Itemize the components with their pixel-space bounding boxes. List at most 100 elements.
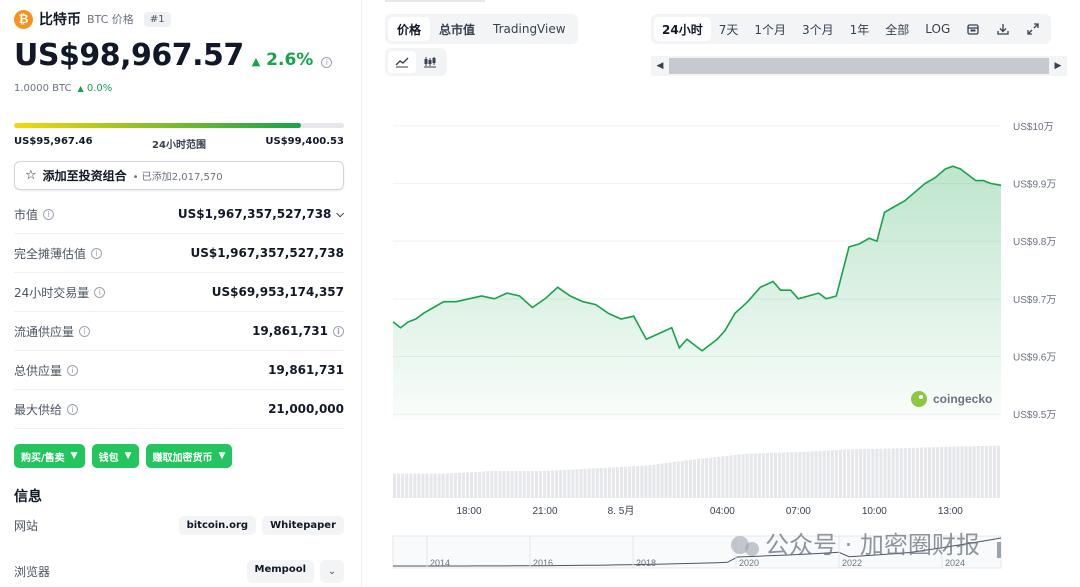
price-row: US$98,967.57 ▲ 2.6% i (14, 38, 333, 73)
volume-bar (717, 456, 721, 498)
expand-icon[interactable] (1018, 17, 1048, 41)
chevron-down-icon[interactable]: ⌵ (336, 208, 344, 220)
range-1y[interactable]: 1年 (849, 22, 870, 37)
range-all[interactable]: 全部 (885, 22, 910, 37)
volume-bar (445, 473, 449, 498)
range-bar-fill (14, 123, 302, 128)
volume-bar (636, 466, 640, 498)
chevron-down-icon: ▼ (218, 451, 226, 461)
volume-bar (749, 453, 753, 498)
volume-bar (551, 470, 555, 498)
y-tick-label: US$9.8万 (1013, 237, 1056, 248)
volume-bar (676, 461, 680, 498)
scroll-right-icon[interactable]: ▶ (1054, 61, 1062, 71)
volume-bar (547, 470, 551, 498)
wechat-icon (731, 536, 749, 554)
info-icon[interactable]: i (94, 286, 106, 298)
stat-value-text: US$1,967,357,527,738 (190, 246, 344, 260)
coin-summary-panel: ₿ 比特币 BTC 价格 #1 US$98,967.57 ▲ 2.6% i 1.… (0, 0, 362, 587)
stat-row: 总供应量 i 19,861,731 (14, 351, 344, 390)
volume-bar (648, 465, 652, 498)
info-icon[interactable]: i (333, 325, 344, 337)
triangle-up-icon: ▲ (77, 84, 84, 93)
volume-bar (470, 472, 474, 498)
volume-bar (782, 452, 786, 498)
range-1m[interactable]: 1个月 (754, 22, 786, 37)
volume-bar (632, 466, 636, 498)
coin-symbol-label: BTC 价格 (87, 13, 134, 26)
x-tick-label: 13:00 (938, 506, 963, 517)
volume-bar (441, 473, 445, 498)
volume-bar (863, 449, 867, 498)
range-label: 24小时范围 (152, 140, 206, 151)
info-icon[interactable]: i (321, 57, 333, 68)
action-button[interactable]: 购买/售卖 ▼ (14, 444, 85, 468)
scroll-left-icon[interactable]: ◀ (656, 61, 664, 71)
tab-price[interactable]: 价格 (388, 17, 431, 41)
range-log[interactable]: LOG (925, 22, 951, 36)
tab-tradingview[interactable]: TradingView (493, 22, 566, 36)
calendar-icon[interactable] (958, 17, 988, 41)
volume-bar (672, 462, 676, 498)
volume-bar (624, 466, 628, 498)
download-icon[interactable] (988, 17, 1018, 41)
volume-bar (980, 446, 984, 498)
info-icon[interactable]: i (67, 403, 79, 415)
range-3m[interactable]: 3个月 (801, 22, 834, 37)
info-icon[interactable]: i (79, 325, 91, 337)
stat-value: US$69,953,174,357 (212, 285, 344, 299)
volume-bar (757, 453, 761, 498)
volume-bar (538, 471, 542, 498)
price-line-series[interactable] (392, 165, 1002, 352)
volume-bar (498, 471, 502, 498)
range-7d[interactable]: 7天 (718, 22, 739, 37)
volume-bar (855, 449, 859, 498)
action-button[interactable]: 钱包 ▼ (91, 444, 139, 468)
volume-bar (559, 470, 563, 498)
line-chart-icon[interactable] (388, 51, 416, 73)
volume-bar (774, 452, 778, 498)
volume-bar (543, 471, 547, 498)
volume-bar (867, 449, 871, 498)
volume-bar (814, 451, 818, 498)
link-whitepaper[interactable]: Whitepaper (262, 516, 344, 535)
overview-background (392, 535, 1002, 569)
info-icon[interactable]: i (91, 247, 103, 259)
chevron-down-icon: ▼ (70, 451, 78, 461)
volume-bar (591, 468, 595, 498)
overview-navigator[interactable]: 2014 2016 2018 2020 2022 2024 (392, 535, 1002, 569)
add-to-portfolio-button[interactable]: ☆ 添加至投资组合 • 已添加2,017,570 (14, 161, 344, 190)
volume-bars (393, 445, 1000, 498)
chart-scrollbar[interactable]: ◀ ▶ (651, 56, 1067, 76)
range-low: US$95,967.46 (14, 136, 93, 147)
link-mempool[interactable]: Mempool (246, 560, 314, 583)
x-tick-label: 10:00 (862, 506, 887, 517)
scrollbar-thumb[interactable] (669, 58, 1049, 74)
volume-bar (656, 464, 660, 498)
x-axis-ticks: 18:00 21:00 8. 5月 04:00 07:00 10:00 13:00 (456, 505, 963, 517)
stat-value-text: 19,861,731 (268, 363, 344, 377)
link-bitcoin-org[interactable]: bitcoin.org (178, 516, 257, 535)
overview-handle[interactable] (997, 542, 1001, 558)
volume-bar (911, 447, 915, 498)
volume-bar (494, 471, 498, 498)
explorer-dropdown-button[interactable]: ⌄ (320, 560, 344, 583)
volume-bar (737, 454, 741, 498)
volume-bar (466, 472, 470, 498)
bitcoin-logo-icon: ₿ (14, 9, 33, 29)
tab-market-cap[interactable]: 总市值 (439, 22, 476, 37)
volume-bar (984, 445, 988, 498)
volume-bar (457, 472, 461, 498)
x-tick-label: 07:00 (786, 506, 811, 517)
volume-bar (518, 471, 522, 498)
volume-bar (429, 473, 433, 498)
candlestick-chart-icon[interactable] (416, 51, 444, 73)
action-button-label: 赚取加密货币 (152, 452, 213, 464)
price-chart[interactable]: US$10万 US$9.9万 US$9.8万 US$9.7万 US$9.6万 US$9.5… (363, 100, 1080, 587)
range-24h[interactable]: 24小时 (654, 17, 711, 41)
action-button[interactable]: 赚取加密货币 ▼ (145, 444, 233, 468)
price-change-value: 2.6% (266, 50, 314, 70)
info-icon[interactable]: i (43, 208, 55, 220)
info-icon[interactable]: i (67, 364, 79, 376)
website-row: 网站 bitcoin.org Whitepaper (14, 516, 344, 535)
